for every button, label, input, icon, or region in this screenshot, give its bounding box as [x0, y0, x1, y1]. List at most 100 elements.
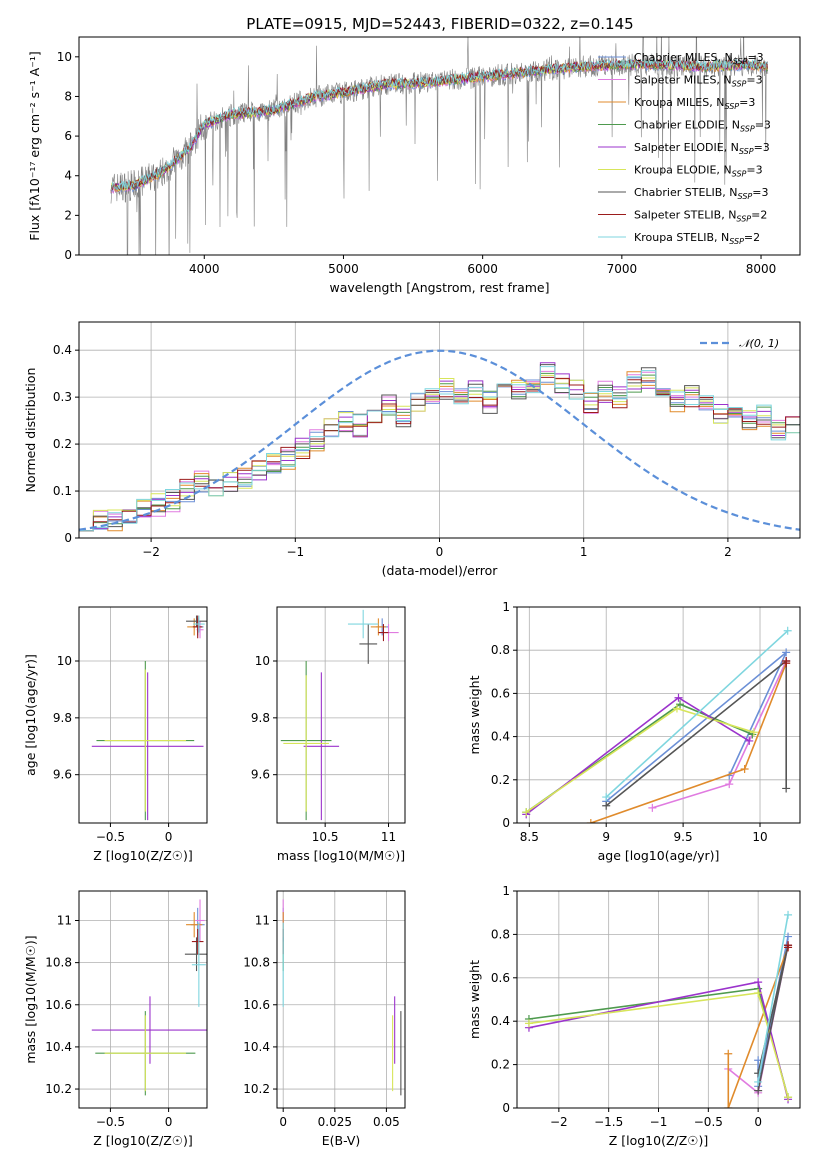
spectrum-legend: Chabrier MILES, NSSP=3 Salpeter MILES, NS… [598, 51, 771, 246]
weight-point [784, 932, 793, 941]
legend-entry: Chabrier MILES, NSSP=3 [634, 51, 764, 66]
age_vs_mass-frame [276, 606, 406, 824]
x-tick-label: 0.025 [318, 1115, 352, 1129]
legend-subscript: SSP [732, 80, 747, 89]
y-tick-label: 10.2 [243, 1082, 270, 1096]
weight-point [745, 736, 754, 745]
weight_vs_age-frame [516, 606, 801, 824]
x-tick-label: 10 [752, 830, 767, 844]
spectrum-x-label: wavelength [Angstrom, rest frame] [329, 280, 549, 295]
legend-entry: Chabrier STELIB, NSSP=3 [634, 186, 768, 201]
x-tick-label: 9.5 [674, 830, 693, 844]
legend-suffix: =3 [746, 164, 762, 177]
y-tick-label: 9.6 [251, 768, 270, 782]
age_vs_Z-frame [78, 606, 208, 824]
y-tick-label: 2 [64, 208, 72, 222]
weight_vs_age-y-label: mass weight [467, 675, 482, 754]
histogram-step [79, 374, 800, 532]
x-tick-label: −0.5 [96, 830, 125, 844]
normal-curve [79, 349, 800, 531]
x-tick-label: −1 [286, 545, 304, 559]
y-tick-label: 10.8 [45, 956, 72, 970]
weight-line [652, 660, 787, 809]
x-tick-label: 5000 [328, 262, 359, 276]
x-tick-label: −0.5 [694, 1115, 723, 1129]
x-tick-label: 6000 [467, 262, 498, 276]
figure-title: PLATE=0915, MJD=52443, FIBERID=0322, z=0… [246, 15, 633, 33]
weight-point [724, 1049, 733, 1058]
legend-suffix: =2 [751, 209, 767, 222]
legend-suffix: =3 [739, 96, 755, 109]
y-tick-label: 0.2 [491, 773, 510, 787]
y-tick-label: 0.6 [491, 686, 510, 700]
age_vs_mass-x-label: mass [log10(M/M☉)] [277, 848, 405, 863]
y-tick-label: 6 [64, 129, 72, 143]
legend-subscript: SSP [738, 192, 753, 201]
weight-point [754, 1077, 763, 1086]
legend-entry: Kroupa MILES, NSSP=3 [634, 96, 755, 111]
weight-line [605, 630, 789, 798]
y-tick-label: 0.2 [53, 437, 72, 451]
weight-point [672, 704, 681, 713]
x-tick-label: 9 [602, 830, 610, 844]
y-tick-label: 0.8 [491, 643, 510, 657]
legend-subscript: SSP [733, 57, 748, 66]
weight-point [784, 943, 793, 952]
x-tick-label: 7000 [607, 262, 638, 276]
y-tick-label: 11 [57, 913, 72, 927]
y-tick-label: 0 [502, 1101, 510, 1115]
weight_vs_age-panel: 8.5 9 9.5 10 0 0.2 0.4 0.6 0.8 1 age [log10(age/yr… [467, 600, 801, 863]
weight-point [524, 1019, 533, 1028]
x-tick-label: 10.5 [312, 830, 339, 844]
x-tick-label: 8000 [746, 262, 777, 276]
weight-point [754, 988, 763, 997]
weight-point [740, 765, 749, 773]
y-tick-label: 1 [502, 600, 510, 614]
weight-point [602, 801, 611, 810]
y-tick-label: 0.8 [491, 927, 510, 941]
x-tick-label: −1.5 [594, 1115, 623, 1129]
x-tick-label: 0.05 [373, 1115, 400, 1129]
legend-suffix: =3 [747, 51, 763, 64]
y-tick-label: 10 [57, 654, 72, 668]
age_vs_mass-panel: 10.5 11 9.6 9.8 10 mass [log10(M/M☉)] [251, 606, 406, 863]
spectrum-y-label: Flux [fλ10⁻¹⁷ erg cm⁻² s⁻¹ A⁻¹] [27, 51, 42, 240]
legend-suffix: =3 [754, 141, 770, 154]
y-tick-label: 10.2 [45, 1082, 72, 1096]
y-tick-label: 0.1 [53, 484, 72, 498]
x-tick-label: 0 [279, 1115, 287, 1129]
legend-suffix: =2 [744, 231, 760, 244]
y-tick-label: 0.2 [491, 1058, 510, 1072]
mass_vs_ebv-plot-area [282, 899, 402, 1096]
y-tick-label: 9.8 [251, 711, 270, 725]
age_vs_mass-plot-area [280, 609, 399, 821]
histogram-step [79, 366, 800, 532]
legend-suffix: =3 [752, 186, 768, 199]
y-tick-label: 0.4 [491, 1014, 510, 1028]
x-tick-label: −0.5 [96, 1115, 125, 1129]
y-tick-label: 0.4 [53, 343, 72, 357]
y-tick-label: 10.8 [243, 956, 270, 970]
mass_vs_ebv-x-label: E(B-V) [322, 1133, 361, 1148]
mass_vs_Z-x-label: Z [log10(Z/Z☉)] [93, 1133, 193, 1148]
legend-entry: Chabrier ELODIE, NSSP=3 [634, 119, 771, 134]
x-tick-label: −2 [142, 545, 160, 559]
mass_vs_Z-panel: −0.5 0 10.2 10.4 10.6 10.8 11 Z [log10(Z/Z☉)] ma… [23, 890, 208, 1148]
x-tick-label: 0 [165, 1115, 173, 1129]
mass_vs_Z-y-label: mass [log10(M/M☉)] [23, 935, 38, 1063]
model-spectrum-line [110, 61, 768, 194]
age_vs_Z-plot-area [91, 615, 207, 821]
x-tick-label: −2 [550, 1115, 568, 1129]
weight-line [525, 696, 750, 816]
y-tick-label: 8 [64, 89, 72, 103]
y-tick-label: 10.4 [243, 1040, 270, 1054]
mass_vs_Z-plot-area [91, 899, 207, 1096]
y-tick-label: 0.6 [491, 971, 510, 985]
legend-entry: Salpeter ELODIE, NSSP=3 [634, 141, 770, 156]
residuals-y-label: Normed distribution [23, 368, 38, 493]
residuals-panel: −2 −1 0 1 2 0 0.1 0.2 0.3 0.4 (data-model)/error No… [23, 321, 801, 578]
model-spectrum-line [110, 58, 768, 192]
weight-point [676, 700, 685, 709]
